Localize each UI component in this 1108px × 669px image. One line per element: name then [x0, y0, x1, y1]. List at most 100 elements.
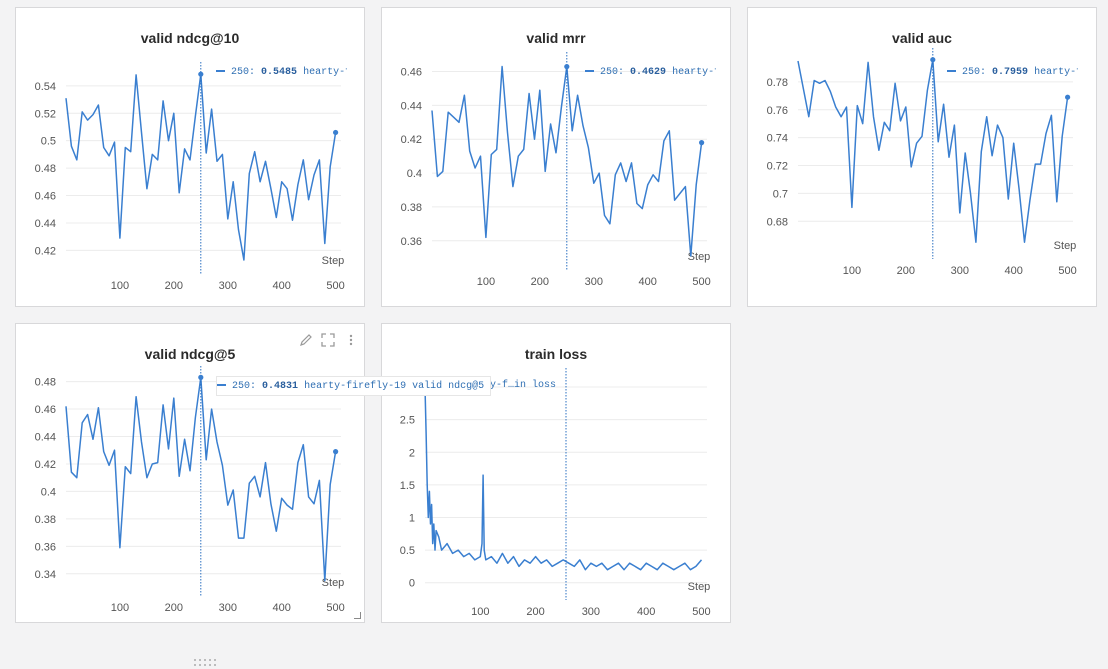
- x-tick-label: 100: [477, 276, 495, 288]
- y-tick-label: 2: [409, 447, 415, 459]
- y-tick-label: 0.4: [41, 486, 56, 498]
- y-tick-label: 0.76: [767, 105, 788, 117]
- y-tick-label: 0.44: [35, 218, 56, 230]
- y-tick-label: 0.5: [400, 545, 415, 557]
- hover-tooltip: 250: 0.7959 hearty-f…l: [947, 63, 1078, 83]
- x-tick-label: 500: [1058, 265, 1076, 277]
- chart-panel-valid-ndcg-5: valid ndcg@5 0.34 0.36 0.38 0.4 0.42 0.44 0.46…: [15, 323, 492, 666]
- resize-handle-icon[interactable]: [354, 612, 361, 619]
- chart-svg-valid-ndcg-10[interactable]: 0.42 0.44 0.46 0.48 0.5 0.52 0.54 100 200 300 400 5…: [16, 8, 366, 308]
- y-tick-label: 0.46: [35, 191, 56, 203]
- chart-svg-train-loss[interactable]: 00.511.522.53100200300400500Step: [382, 324, 732, 624]
- tooltip-run: hearty-f…l: [672, 67, 716, 78]
- y-tick-label: 0.36: [35, 541, 56, 553]
- series-line: [424, 386, 703, 571]
- chart-svg-valid-mrr[interactable]: 0.36 0.38 0.4 0.42 0.44 0.46 100 200 300 400 500 St…: [382, 8, 732, 308]
- tooltip-run: hearty-f…n: [303, 67, 347, 78]
- y-tick-label: 0.48: [35, 377, 56, 389]
- y-tick-label: 0.68: [767, 216, 788, 228]
- chart-svg-valid-auc[interactable]: 0.68 0.7 0.72 0.74 0.76 0.78 100 200 300 400 500 St…: [748, 8, 1098, 308]
- x-tick-label: 400: [273, 602, 291, 614]
- y-tick-label: 1.5: [400, 480, 415, 492]
- x-tick-label: 500: [326, 602, 344, 614]
- hover-tooltip-hidden: rty-f…in loss: [478, 380, 557, 391]
- y-tick-label: 0.42: [35, 245, 56, 257]
- x-tick-label: 300: [582, 606, 600, 618]
- y-tick-label: 0.38: [401, 202, 422, 214]
- x-tick-label: 200: [897, 265, 915, 277]
- x-tick-label: 100: [471, 606, 489, 618]
- x-tick-label: 300: [951, 265, 969, 277]
- x-tick-label: 400: [273, 280, 291, 292]
- tooltip-run: hearty-firefly-19 valid ndcg@5: [304, 381, 485, 392]
- x-tick-label: 200: [531, 276, 549, 288]
- x-axis-label: Step: [1054, 240, 1077, 252]
- y-tick-label: 0.72: [767, 161, 788, 173]
- chart-panel-valid-ndcg-10: valid ndcg@10 0.42 0.44 0.46 0.48 0.5 0.52 0.5…: [15, 7, 365, 307]
- tooltip-step: 250:: [232, 381, 257, 392]
- x-tick-label: 400: [639, 276, 657, 288]
- x-tick-label: 200: [526, 606, 544, 618]
- x-tick-label: 100: [111, 602, 129, 614]
- x-tick-label: 300: [219, 602, 237, 614]
- edit-pencil-icon[interactable]: [299, 333, 313, 347]
- y-tick-label: 0.42: [35, 459, 56, 471]
- chart-title: valid ndcg@5: [144, 346, 236, 362]
- series-end-point: [333, 449, 339, 455]
- y-tick-label: 0.7: [773, 188, 788, 200]
- y-tick-label: 0.74: [767, 133, 788, 145]
- x-tick-label: 300: [219, 280, 237, 292]
- y-tick-label: 0.42: [401, 134, 422, 146]
- y-tick-label: 0.46: [35, 404, 56, 416]
- x-tick-label: 400: [1005, 265, 1023, 277]
- y-tick-label: 0.46: [401, 67, 422, 79]
- tooltip-step: 250:: [962, 67, 987, 78]
- hover-point: [198, 374, 204, 380]
- tooltip-value: 0.7959: [992, 67, 1029, 78]
- series-end-point: [1065, 94, 1071, 100]
- x-tick-label: 500: [326, 280, 344, 292]
- y-tick-label: 0: [409, 578, 415, 590]
- hover-point: [198, 71, 204, 77]
- y-tick-label: 0.52: [35, 108, 56, 120]
- drag-handle-icon[interactable]: [194, 659, 218, 669]
- y-tick-label: 0.44: [401, 100, 422, 112]
- tooltip-step: 250:: [231, 67, 256, 78]
- series-end-point: [333, 129, 339, 136]
- tooltip-step: 250:: [600, 67, 625, 78]
- x-axis-label: Step: [688, 251, 711, 263]
- x-tick-label: 200: [165, 602, 183, 614]
- y-tick-label: 0.54: [35, 81, 56, 93]
- more-options-icon[interactable]: [348, 333, 354, 347]
- tooltip-value: 0.5485: [261, 67, 298, 78]
- tooltip-value: 0.4629: [630, 67, 667, 78]
- fullscreen-icon[interactable]: [321, 333, 335, 347]
- y-tick-label: 0.4: [407, 168, 422, 180]
- x-tick-label: 100: [843, 265, 861, 277]
- y-tick-label: 0.78: [767, 77, 788, 89]
- series-end-point: [699, 140, 705, 146]
- x-axis-label: Step: [688, 581, 711, 593]
- hover-tooltip: 250: 0.4629 hearty-f…l: [585, 63, 716, 83]
- y-tick-label: 0.38: [35, 514, 56, 526]
- y-tick-label: 1: [409, 513, 415, 525]
- x-tick-label: 500: [692, 276, 710, 288]
- chart-title: valid ndcg@10: [140, 30, 240, 46]
- x-tick-label: 100: [111, 280, 129, 292]
- x-tick-label: 300: [585, 276, 603, 288]
- x-axis-label: Step: [322, 255, 345, 267]
- x-axis-label: Step: [322, 577, 345, 589]
- chart-title: valid mrr: [526, 30, 586, 46]
- tooltip-value: 0.4831: [262, 381, 299, 392]
- x-tick-label: 200: [165, 280, 183, 292]
- hover-point: [564, 64, 570, 70]
- chart-panel-train-loss: train loss 00.511.522.53100200300400500S…: [381, 323, 731, 623]
- hover-point: [930, 57, 936, 63]
- tooltip-run: hearty-f…l: [1034, 67, 1078, 78]
- chart-svg-valid-ndcg-5[interactable]: 0.34 0.36 0.38 0.4 0.42 0.44 0.46 0.48 100 200 300…: [16, 324, 366, 624]
- y-tick-label: 0.36: [401, 236, 422, 248]
- y-tick-label: 0.34: [35, 569, 56, 581]
- y-tick-label: 0.5: [41, 136, 56, 148]
- x-tick-label: 400: [637, 606, 655, 618]
- chart-title: valid auc: [892, 30, 952, 46]
